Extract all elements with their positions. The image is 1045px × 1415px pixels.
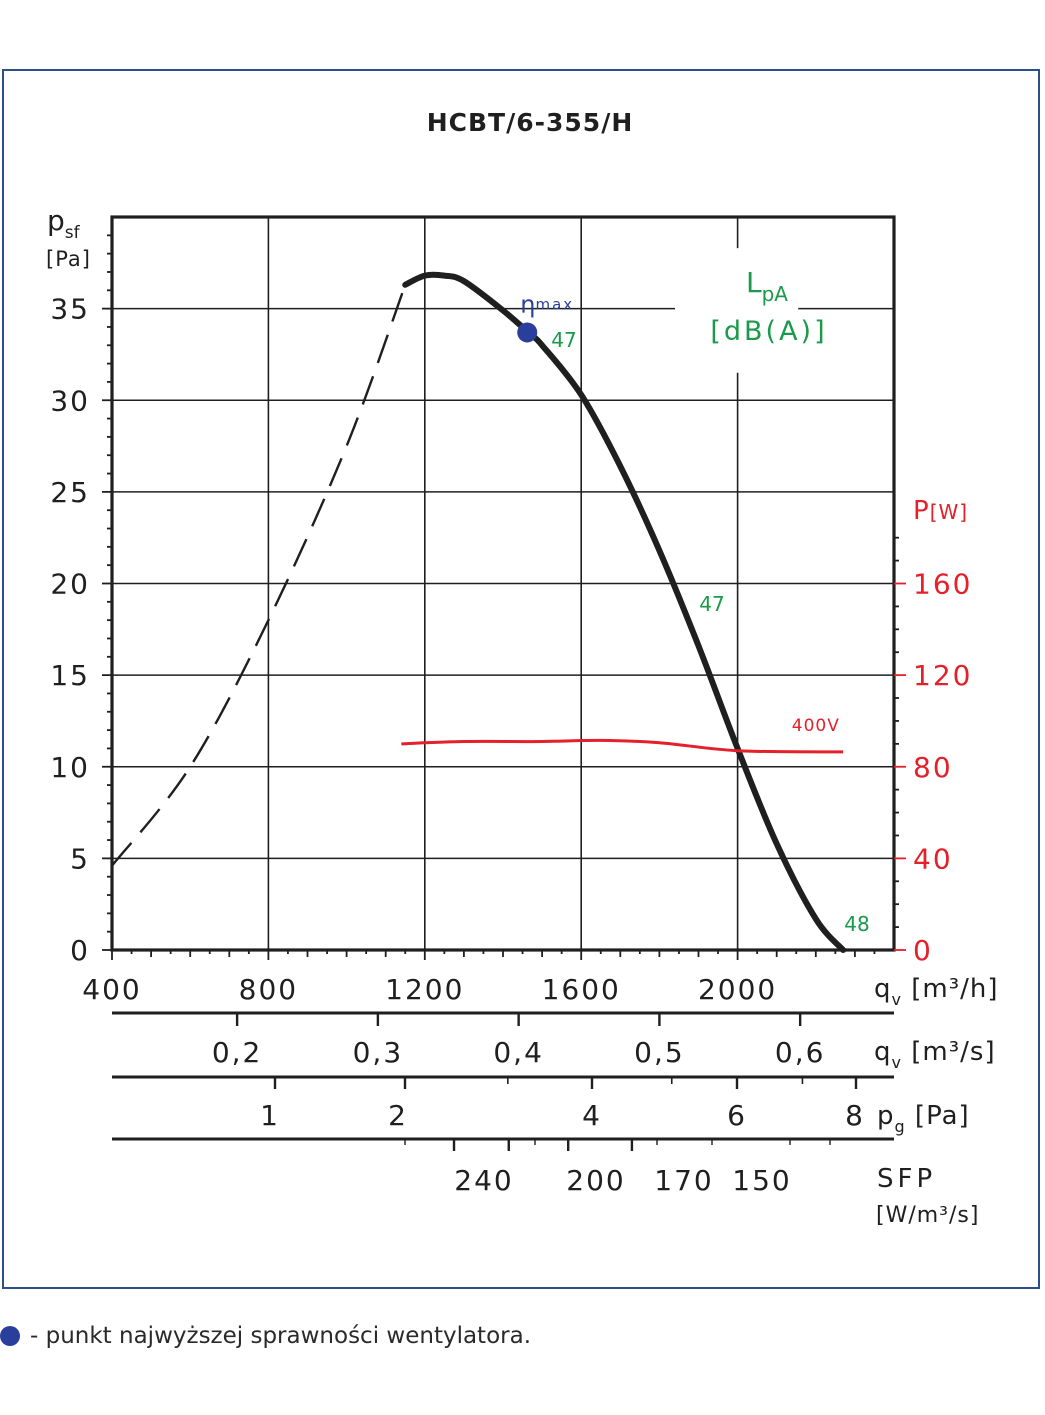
y-tick-label-right: 40	[913, 842, 953, 875]
scale-pg-tick-label: 6	[727, 1099, 747, 1132]
y-tick-label-left: 35	[50, 293, 90, 326]
scale-sfp-unit: [W/m³/s]	[876, 1203, 979, 1228]
y-axis-left-title: psf	[47, 204, 81, 243]
y-tick-label-left: 30	[50, 384, 90, 417]
y-tick-label-left: 10	[50, 751, 90, 784]
sound-level-value: 48	[844, 912, 869, 936]
y-tick-label-right: 120	[913, 659, 972, 692]
sound-level-unit: [dB(A)]	[710, 316, 827, 347]
series-power-label: 400V	[792, 716, 840, 736]
scale-m3s-title: qv [m³/s]	[874, 1037, 996, 1072]
y-axis-right-title: P[W]	[913, 496, 968, 526]
scale-pg-tick-label: 8	[845, 1099, 865, 1132]
scale-pg-tick-label: 1	[260, 1099, 280, 1132]
scale-m3s-tick-label: 0,4	[493, 1036, 544, 1069]
scale-sfp-tick-label: 200	[566, 1164, 625, 1197]
chart-title: HCBT/6-355/H	[427, 108, 634, 137]
sound-level-title: LpA	[746, 266, 788, 306]
scale-pg-tick-label: 4	[582, 1099, 602, 1132]
x-tick-label: 2000	[698, 973, 777, 1006]
x-tick-label: 800	[239, 973, 298, 1006]
footnote: - punkt najwyższej sprawności wentylator…	[0, 1318, 531, 1354]
y-tick-label-left: 25	[50, 476, 90, 509]
x-tick-label: 1200	[385, 973, 464, 1006]
scale-m3s-tick-label: 0,2	[212, 1036, 263, 1069]
y-tick-label-left: 0	[70, 934, 90, 967]
series-pressure-curve	[402, 271, 847, 953]
sound-level-value: 47	[699, 592, 724, 616]
y-axis-left-unit: [Pa]	[46, 247, 91, 271]
eta-max-point	[517, 322, 538, 343]
scale-sfp-tick-label: 240	[454, 1164, 513, 1197]
scale-sfp-tick-label: 150	[732, 1164, 791, 1197]
scale-m3s-tick-label: 0,6	[775, 1036, 826, 1069]
y-tick-label-left: 15	[50, 659, 90, 692]
series-power-curve	[401, 738, 844, 754]
sound-level-value: 47	[551, 328, 576, 352]
y-tick-label-right: 80	[913, 751, 953, 784]
chart-frame	[2, 69, 1040, 1289]
y-tick-label-right: 160	[913, 568, 972, 601]
x-tick-label: 400	[82, 973, 141, 1006]
eta-max-label: ηmax	[520, 290, 574, 318]
scale-sfp-title: SFP	[877, 1164, 936, 1194]
fan-performance-chart: HCBT/6-355/H05101520253035psf[Pa]0408012…	[46, 108, 999, 1228]
series-unstable-region	[111, 284, 407, 867]
scale-pg-title: pg [Pa]	[877, 1101, 970, 1136]
scale-m3s-tick-label: 0,5	[634, 1036, 685, 1069]
scale-m3s-tick-label: 0,3	[353, 1036, 404, 1069]
scale-pg-tick-label: 2	[388, 1099, 408, 1132]
scale-sfp-tick-label: 170	[654, 1164, 713, 1197]
footnote-text: - punkt najwyższej sprawności wentylator…	[30, 1323, 532, 1349]
y-tick-label-left: 20	[50, 568, 90, 601]
y-tick-label-right: 0	[913, 934, 933, 967]
x-tick-label: 1600	[542, 973, 621, 1006]
y-tick-label-left: 5	[70, 842, 90, 875]
x-axis-title: qv [m³/h]	[874, 974, 999, 1009]
eta-max-legend-dot	[0, 1326, 20, 1346]
